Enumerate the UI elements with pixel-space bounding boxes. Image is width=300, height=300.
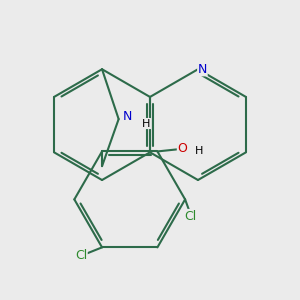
Text: H: H bbox=[195, 146, 203, 156]
Text: Cl: Cl bbox=[75, 249, 87, 262]
Text: N: N bbox=[122, 110, 132, 123]
Text: H: H bbox=[142, 118, 151, 128]
Text: N: N bbox=[198, 63, 207, 76]
Text: Cl: Cl bbox=[184, 209, 197, 223]
Text: O: O bbox=[177, 142, 187, 155]
